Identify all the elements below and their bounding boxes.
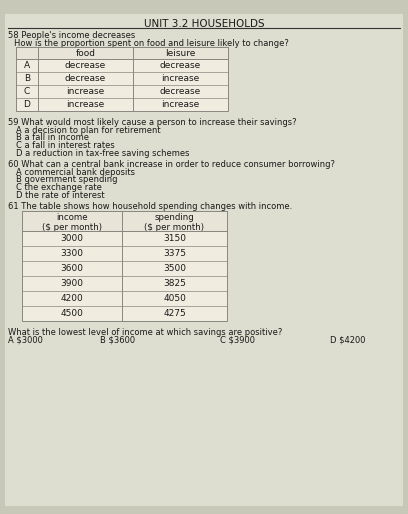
Text: 3825: 3825 — [163, 279, 186, 288]
Text: 3600: 3600 — [60, 264, 84, 273]
Text: 4050: 4050 — [163, 294, 186, 303]
Text: UNIT 3.2 HOUSEHOLDS: UNIT 3.2 HOUSEHOLDS — [144, 19, 264, 29]
Text: 4500: 4500 — [60, 309, 84, 318]
Text: C: C — [24, 87, 30, 96]
Text: B government spending: B government spending — [16, 175, 118, 185]
Text: B: B — [24, 74, 30, 83]
Text: increase: increase — [67, 100, 104, 109]
Text: decrease: decrease — [160, 61, 201, 70]
Text: A a decision to plan for retirement: A a decision to plan for retirement — [16, 126, 161, 135]
Text: 61 The table shows how household spending changes with income.: 61 The table shows how household spendin… — [8, 202, 292, 211]
Text: income
($ per month): income ($ per month) — [42, 213, 102, 232]
Text: 3150: 3150 — [163, 234, 186, 243]
Text: D $4200: D $4200 — [330, 336, 366, 345]
Text: D a reduction in tax-free saving schemes: D a reduction in tax-free saving schemes — [16, 149, 189, 157]
Text: 3000: 3000 — [60, 234, 84, 243]
Text: increase: increase — [67, 87, 104, 96]
Text: 60 What can a central bank increase in order to reduce consumer borrowing?: 60 What can a central bank increase in o… — [8, 160, 335, 169]
Text: C the exchange rate: C the exchange rate — [16, 183, 102, 192]
Text: D the rate of interest: D the rate of interest — [16, 191, 104, 199]
Text: spending
($ per month): spending ($ per month) — [144, 213, 204, 232]
Text: C a fall in interest rates: C a fall in interest rates — [16, 141, 115, 150]
Bar — [22, 211, 227, 231]
Text: 4275: 4275 — [163, 309, 186, 318]
Text: increase: increase — [162, 100, 200, 109]
Text: A $3000: A $3000 — [8, 336, 43, 345]
Text: decrease: decrease — [65, 61, 106, 70]
Text: 4200: 4200 — [61, 294, 83, 303]
Text: 3375: 3375 — [163, 249, 186, 258]
Text: 58 People's income decreases: 58 People's income decreases — [8, 31, 135, 40]
Text: A: A — [24, 61, 30, 70]
Bar — [16, 47, 228, 59]
Bar — [22, 211, 227, 321]
Text: D: D — [24, 100, 31, 109]
Text: A commercial bank deposits: A commercial bank deposits — [16, 168, 135, 177]
Text: B a fall in income: B a fall in income — [16, 134, 89, 142]
Text: What is the lowest level of income at which savings are positive?: What is the lowest level of income at wh… — [8, 328, 282, 337]
Text: 3900: 3900 — [60, 279, 84, 288]
Text: B $3600: B $3600 — [100, 336, 135, 345]
Text: leisure: leisure — [165, 49, 196, 58]
Text: increase: increase — [162, 74, 200, 83]
Text: food: food — [75, 49, 95, 58]
Text: decrease: decrease — [160, 87, 201, 96]
Text: 59 What would most likely cause a person to increase their savings?: 59 What would most likely cause a person… — [8, 118, 297, 127]
Text: 3300: 3300 — [60, 249, 84, 258]
Text: C $3900: C $3900 — [220, 336, 255, 345]
Bar — [16, 47, 228, 111]
Text: 3500: 3500 — [163, 264, 186, 273]
Text: decrease: decrease — [65, 74, 106, 83]
Text: How is the proportion spent on food and leisure likely to change?: How is the proportion spent on food and … — [14, 39, 289, 48]
